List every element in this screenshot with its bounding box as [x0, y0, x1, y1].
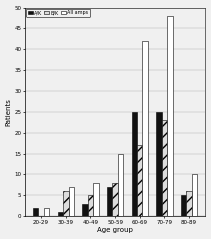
Bar [82, 204, 88, 216]
Bar [88, 195, 93, 216]
Bar [63, 191, 69, 216]
Bar [137, 145, 142, 216]
Bar [44, 208, 49, 216]
Bar [192, 174, 197, 216]
Bar [132, 112, 137, 216]
Bar [167, 16, 173, 216]
Bar [112, 183, 118, 216]
X-axis label: Age group: Age group [97, 228, 133, 234]
Bar [181, 195, 186, 216]
Bar [69, 187, 74, 216]
Bar [156, 112, 162, 216]
Bar [58, 212, 63, 216]
Legend: A/K, B/K, All amps: A/K, B/K, All amps [26, 9, 90, 17]
Y-axis label: Patients: Patients [5, 98, 12, 126]
Bar [118, 154, 123, 216]
Bar [142, 41, 148, 216]
Bar [186, 191, 192, 216]
Bar [93, 183, 99, 216]
Bar [162, 120, 167, 216]
Bar [33, 208, 38, 216]
Bar [107, 187, 112, 216]
